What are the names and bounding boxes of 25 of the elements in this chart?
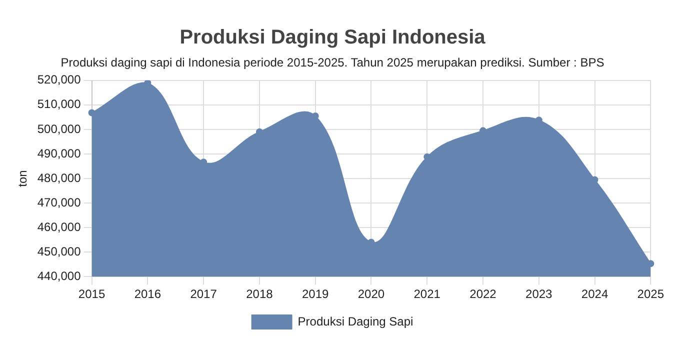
y-tick-label: 450,000 [37,244,82,258]
y-tick-label: 480,000 [37,170,82,185]
x-tick-label: 2023 [526,287,553,302]
x-tick-label: 2017 [190,287,218,302]
y-tick-label: 440,000 [37,268,82,283]
chart-subtitle: Produksi daging sapi di Indonesia periode 2015-2025. Tahun 2025 merupakan prediksi. Sumber : BPS [60,56,604,70]
x-tick-label: 2024 [581,287,608,302]
y-tick-label: 490,000 [37,146,82,160]
y-tick-label: 520,000 [37,72,82,87]
point [88,109,96,116]
x-tick-label: 2022 [470,287,497,302]
x-tick-label: 2021 [414,287,441,302]
y-tick-label: 460,000 [37,220,82,234]
x-tick-label: 2020 [358,287,385,302]
chart-title: Produksi Daging Sapi Indonesia [180,26,486,49]
legend-label: Produksi Daging Sapi [298,314,414,328]
y-tick-label: 470,000 [37,195,82,210]
x-tick-label: 2016 [134,287,162,302]
x-tick-label: 2025 [637,287,664,302]
y-axis-title: ton [16,170,30,187]
y-tick-label: 510,000 [37,97,82,112]
x-tick-label: 2015 [78,287,106,302]
x-tick-label: 2018 [246,287,274,302]
x-tick-label: 2019 [302,287,329,302]
y-tick-label: 500,000 [37,122,82,136]
